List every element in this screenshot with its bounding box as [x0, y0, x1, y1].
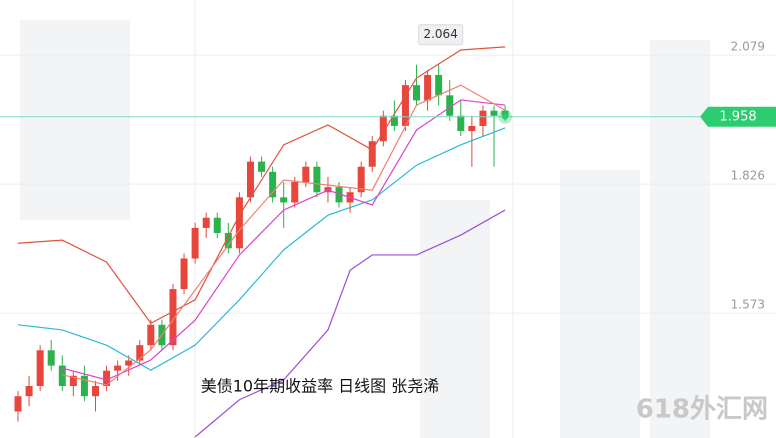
- candle-body: [213, 217, 221, 234]
- candle-body: [47, 350, 55, 366]
- candle-body: [147, 324, 155, 346]
- candle-body: [401, 85, 409, 126]
- candle-body: [235, 197, 243, 249]
- indicator-line: [17, 46, 506, 325]
- indicator-line: [62, 99, 506, 381]
- candle-body: [280, 197, 288, 203]
- candle-body: [25, 385, 33, 397]
- candle-body: [224, 233, 232, 249]
- candle-body: [169, 289, 177, 346]
- candle-body: [202, 217, 210, 228]
- candle-body: [457, 115, 465, 132]
- candle-body: [180, 258, 188, 290]
- candle-body: [136, 345, 144, 361]
- candle-body: [14, 396, 22, 412]
- candle-body: [357, 166, 365, 193]
- background-buildings: [20, 20, 710, 438]
- candle-body: [390, 115, 398, 126]
- candle-body: [302, 166, 310, 183]
- candle-body: [490, 110, 498, 116]
- plot: [0, 46, 776, 438]
- indicator-line: [194, 209, 506, 438]
- candle-body: [413, 85, 421, 101]
- candle-body: [114, 365, 122, 371]
- indicator-line: [62, 84, 506, 386]
- last-price-dot: [502, 113, 509, 120]
- annotation-label: 2.064: [423, 27, 457, 41]
- candle-body: [258, 161, 266, 172]
- candle-body: [335, 187, 343, 203]
- watermark: 618外汇网: [636, 395, 768, 425]
- candle-body: [125, 360, 133, 366]
- candle-body: [424, 74, 432, 101]
- annotation-box: [418, 24, 464, 46]
- y-tick-label: 2.079: [731, 40, 765, 54]
- candle-body: [58, 365, 66, 386]
- candle-body: [80, 375, 88, 397]
- candle-body: [368, 141, 376, 167]
- candle-body: [246, 161, 254, 198]
- last-price-label: 1.958: [719, 109, 756, 124]
- candle-body: [191, 227, 199, 259]
- candle-body: [91, 385, 99, 397]
- candle-body: [435, 74, 443, 96]
- indicator-line: [17, 127, 506, 371]
- candle-body: [479, 110, 487, 126]
- last-price-tag: [700, 106, 776, 127]
- candle-body: [36, 350, 44, 386]
- candle-body: [103, 370, 111, 386]
- candle-body: [269, 171, 277, 198]
- candle-body: [291, 182, 299, 203]
- y-tick-label: 1.573: [731, 298, 765, 312]
- candle-body: [446, 95, 454, 116]
- candle-body: [468, 125, 476, 132]
- candle-body: [379, 115, 387, 142]
- y-tick-label: 1.826: [731, 169, 765, 183]
- candle-body: [501, 110, 509, 117]
- candle-body: [313, 166, 321, 193]
- candle-body: [69, 375, 77, 386]
- caption: 美债10年期收益率 日线图 张尧浠: [201, 377, 440, 396]
